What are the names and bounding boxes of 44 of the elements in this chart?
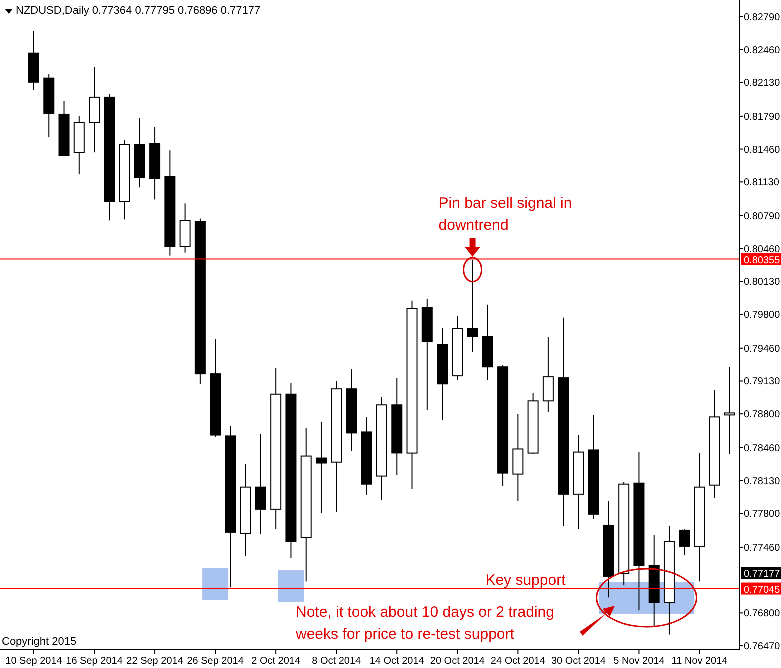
y-tick-label: 0.77800 [744,509,781,520]
ref-line-label: 0.80355 [744,255,781,266]
candlestick [255,434,266,536]
candlestick [724,366,736,455]
candlestick [316,422,327,514]
y-tick-label: 0.80130 [744,277,781,288]
candlestick [679,529,690,556]
y-tick-label: 0.80790 [744,212,781,223]
annotation: Key support [486,572,567,589]
x-tick-label: 20 Oct 2014 [430,656,486,667]
y-tick-label: 0.78460 [744,443,781,454]
x-tick-label: 30 Oct 2014 [551,656,606,667]
y-tick-label: 0.81130 [744,178,780,189]
x-tick-label: 24 Oct 2014 [490,656,546,667]
text: 0.77177 [744,569,781,580]
x-tick-label: 14 Oct 2014 [370,656,425,667]
x-tick-label: 22 Sep 2014 [126,656,184,667]
x-tick-label: 26 Sep 2014 [187,656,244,667]
y-tick-label: 0.81790 [744,112,781,123]
y-tick-label: 0.78130 [744,476,781,488]
x-tick-label: 16 Sep 2014 [66,656,124,667]
annotation: Pin bar sell signal in downtrend [438,195,572,234]
y-tick-label: 0.80460 [744,244,781,256]
y-tick-label: 0.76800 [744,608,781,620]
x-tick-label: 5 Nov 2014 [614,656,666,667]
annotation: Copyright 2015 [2,636,77,648]
y-tick-label: 0.78800 [744,410,781,421]
y-tick-label: 0.82130 [744,78,781,90]
x-tick-label: 2 Oct 2014 [252,656,301,667]
y-tick-label: 0.79800 [744,310,781,322]
y-tick-label: 0.82790 [744,12,781,24]
x-tick-label: 10 Sep 2014 [6,656,63,667]
x-tick-label: 8 Oct 2014 [312,656,362,667]
y-tick-label: 0.76470 [744,642,781,653]
text: NZDUSD,Daily 0.77364 0.77795 0.76896 0.77177 [16,5,261,17]
y-tick-label: 0.81460 [744,144,781,156]
annotation: Note, it took about 10 days or 2 trading weeks for price to re-test support [295,604,554,643]
y-tick-label: 0.82460 [744,45,781,56]
y-tick-label: 0.79460 [744,344,781,355]
y-tick-label: 0.77460 [744,542,781,554]
candlestick [467,259,478,352]
x-tick-label: 11 Nov 2014 [672,656,728,667]
y-tick-label: 0.79130 [744,376,781,388]
ref-line-label: 0.77045 [744,584,781,596]
